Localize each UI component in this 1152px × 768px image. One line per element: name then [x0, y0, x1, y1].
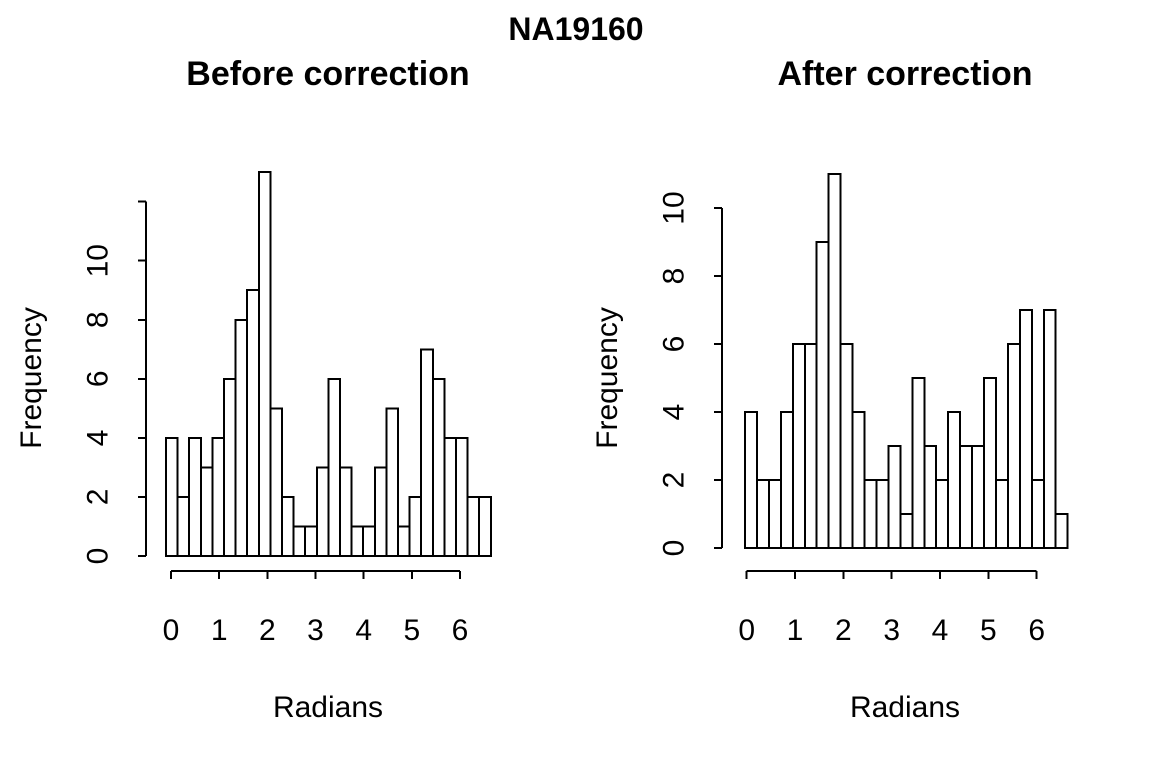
y-axis-tick-label: 2	[82, 489, 115, 506]
x-axis-tick-label: 0	[738, 614, 755, 647]
histogram-bar	[362, 525, 376, 557]
histogram-bar	[1054, 513, 1069, 549]
histogram-bar	[455, 436, 469, 558]
x-axis-tick-label: 5	[980, 614, 997, 647]
histogram-bar	[1018, 309, 1033, 549]
histogram-bar	[779, 411, 794, 549]
x-axis-label-before: Radians	[272, 691, 384, 724]
histogram-bar	[350, 525, 365, 557]
histogram-bar	[373, 466, 388, 557]
histogram-bar	[744, 411, 758, 549]
histogram-bar	[408, 495, 423, 558]
x-axis-tick-label: 3	[883, 614, 900, 647]
histogram-bar	[947, 411, 962, 549]
y-axis-tick-label: 10	[658, 191, 691, 224]
x-axis-tick-label: 1	[787, 614, 804, 647]
histogram-bar	[983, 377, 997, 549]
histogram-bar	[234, 318, 249, 558]
histogram-bar	[327, 377, 341, 557]
histogram-bar	[839, 343, 854, 549]
x-axis-tick-label: 1	[211, 614, 228, 647]
histogram-bar	[923, 445, 938, 549]
x-axis-tick-label: 6	[452, 614, 469, 647]
panel-title-before: Before correction	[186, 55, 470, 93]
y-axis-tick-label: 2	[658, 472, 691, 489]
histogram-bar	[851, 411, 866, 549]
histogram-bar	[478, 495, 492, 558]
histogram-bar	[911, 377, 926, 549]
y-axis-tick-label: 6	[82, 370, 115, 387]
histogram-bar	[281, 495, 295, 558]
histogram-bar	[863, 479, 878, 549]
histogram-bar	[971, 445, 985, 549]
histogram-bar	[466, 495, 481, 558]
y-axis-label-after: Frequency	[591, 307, 624, 449]
histogram-bar	[899, 513, 914, 549]
histogram-bar	[443, 436, 457, 558]
histogram-bar	[791, 343, 806, 549]
histogram-bar	[292, 525, 307, 557]
histogram-bar	[875, 479, 890, 549]
histogram-bar	[269, 407, 283, 557]
histogram-bar	[420, 348, 434, 558]
x-axis-label-after: Radians	[849, 691, 961, 724]
figure-title: NA19160	[508, 11, 644, 47]
y-axis-tick-label: 10	[82, 244, 115, 277]
histogram-bar	[827, 173, 842, 549]
histogram-bar	[339, 466, 353, 557]
x-axis-tick-label: 4	[932, 614, 949, 647]
x-axis-tick-label: 2	[259, 614, 276, 647]
histogram-bar	[304, 525, 318, 557]
histogram-bar	[385, 407, 399, 557]
histogram-bar	[1006, 343, 1021, 549]
histogram-bar	[199, 466, 214, 557]
x-axis-tick-label: 2	[835, 614, 852, 647]
histogram-bar	[165, 436, 179, 558]
histogram-bar	[815, 241, 830, 549]
histogram-bar	[755, 479, 770, 549]
x-axis-tick-label: 6	[1028, 614, 1045, 647]
x-axis-tick-label: 5	[404, 614, 421, 647]
histogram-bar	[767, 479, 782, 549]
y-axis-tick-label: 8	[658, 268, 691, 285]
histogram-bar	[257, 171, 272, 558]
x-axis-tick-label: 0	[163, 614, 180, 647]
y-axis-tick-label: 4	[82, 430, 115, 447]
histogram-bar	[223, 377, 237, 557]
histogram-bar	[935, 479, 950, 549]
x-axis-tick-label: 4	[355, 614, 372, 647]
y-axis-tick-label: 6	[658, 336, 691, 353]
y-axis-tick-label: 0	[658, 540, 691, 557]
y-axis-tick-label: 8	[82, 311, 115, 328]
histogram-bar	[211, 436, 225, 558]
y-axis-tick-label: 4	[658, 404, 691, 421]
histogram-bar	[959, 445, 974, 549]
histogram-bar	[188, 436, 202, 558]
histogram-bar	[176, 495, 191, 558]
y-axis-label-before: Frequency	[15, 307, 48, 449]
histogram-bar	[994, 479, 1009, 549]
histogram-bar	[431, 377, 446, 557]
histogram-bar	[397, 525, 411, 557]
histogram-bar	[1042, 309, 1057, 549]
y-axis-tick-label: 0	[82, 548, 115, 565]
x-axis-tick-label: 3	[307, 614, 324, 647]
histogram-bar	[1030, 479, 1045, 549]
histogram-bar	[246, 289, 260, 557]
histogram-bar	[803, 343, 818, 549]
histogram-bar	[887, 445, 902, 549]
histogram-bar	[315, 466, 330, 557]
panel-title-after: After correction	[777, 55, 1033, 93]
